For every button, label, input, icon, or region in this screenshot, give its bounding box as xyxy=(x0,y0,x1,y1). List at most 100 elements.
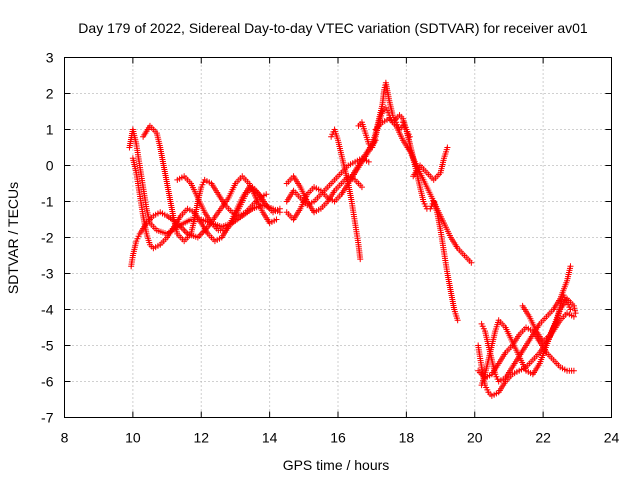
y-tick-label: -1 xyxy=(41,194,54,210)
data-point xyxy=(136,189,143,196)
data-point xyxy=(178,174,185,181)
data-point xyxy=(162,236,169,243)
data-point xyxy=(555,362,562,369)
data-point xyxy=(527,326,534,333)
data-point xyxy=(271,217,278,224)
data-point xyxy=(534,351,541,358)
data-point xyxy=(433,207,440,214)
data-point xyxy=(240,210,247,217)
data-point xyxy=(378,103,385,110)
data-point xyxy=(143,203,150,210)
data-point xyxy=(192,233,199,240)
data-point xyxy=(562,311,569,318)
data-point xyxy=(132,240,139,247)
data-point xyxy=(419,174,426,181)
data-point xyxy=(487,391,494,398)
data-point xyxy=(422,167,429,174)
data-point xyxy=(183,229,190,236)
data-point xyxy=(453,315,460,322)
data-point xyxy=(398,135,405,142)
data-point xyxy=(132,167,139,174)
data-point xyxy=(316,193,323,200)
data-point xyxy=(422,203,429,210)
data-point xyxy=(200,179,207,186)
data-point xyxy=(548,355,555,362)
data-point xyxy=(221,200,228,207)
data-point xyxy=(200,207,207,214)
data-point xyxy=(371,135,378,142)
chart-title: Day 179 of 2022, Sidereal Day-to-day VTE… xyxy=(78,20,588,36)
x-tick-label: 8 xyxy=(61,430,69,446)
data-point xyxy=(541,315,548,322)
data-point xyxy=(528,358,535,365)
data-point xyxy=(515,351,522,358)
data-point xyxy=(274,206,281,213)
data-point xyxy=(494,362,501,369)
data-point xyxy=(384,116,391,123)
series-arc-i xyxy=(328,126,364,263)
data-point xyxy=(154,242,161,249)
data-point xyxy=(210,236,217,243)
x-tick-label: 22 xyxy=(535,430,551,446)
y-tick-label: -2 xyxy=(41,230,54,246)
y-tick-label: -7 xyxy=(41,410,54,426)
data-point xyxy=(542,344,549,351)
y-tick-label: -4 xyxy=(41,302,54,318)
data-point xyxy=(234,207,241,214)
x-tick-label: 10 xyxy=(125,430,141,446)
data-point xyxy=(247,203,254,210)
x-tick-label: 20 xyxy=(467,430,483,446)
data-point xyxy=(142,221,149,228)
data-point xyxy=(231,182,238,189)
data-point xyxy=(568,312,575,319)
data-point xyxy=(160,160,167,167)
data-point xyxy=(330,189,337,196)
series-arc-n xyxy=(410,144,451,183)
y-tick-label: -5 xyxy=(41,338,54,354)
data-point xyxy=(361,153,368,160)
data-point xyxy=(525,311,532,318)
data-point xyxy=(268,207,275,214)
data-point xyxy=(535,362,542,369)
series-arc-m xyxy=(399,119,461,324)
data-point xyxy=(129,254,136,261)
data-point xyxy=(406,138,413,145)
data-point xyxy=(484,358,491,365)
data-point xyxy=(329,197,336,204)
data-point xyxy=(493,390,500,397)
data-point xyxy=(344,178,351,185)
data-point xyxy=(440,246,447,253)
data-point xyxy=(562,296,569,303)
data-point xyxy=(254,196,261,203)
data-point xyxy=(309,185,316,192)
data-point xyxy=(500,322,507,329)
data-point xyxy=(435,171,442,178)
data-point xyxy=(398,113,405,120)
data-point xyxy=(527,370,534,377)
data-point xyxy=(315,186,322,193)
plot-frame xyxy=(64,57,612,418)
data-point xyxy=(354,164,361,171)
data-point xyxy=(563,279,570,286)
data-point xyxy=(323,200,330,207)
data-point xyxy=(251,192,258,199)
x-tick-label: 18 xyxy=(399,430,415,446)
data-point xyxy=(323,193,330,200)
data-point xyxy=(351,217,358,224)
data-point xyxy=(241,193,248,200)
x-tick-label: 24 xyxy=(604,430,620,446)
data-point xyxy=(213,225,220,232)
data-point xyxy=(186,178,193,185)
data-point xyxy=(337,149,344,156)
series-arc-l xyxy=(372,115,475,266)
series-arc-e xyxy=(174,173,283,234)
x-tick-label: 16 xyxy=(330,430,346,446)
data-point xyxy=(552,319,559,326)
data-point xyxy=(219,227,226,234)
data-point xyxy=(440,157,447,164)
data-point xyxy=(152,225,159,232)
data-point xyxy=(309,207,316,214)
data-point xyxy=(385,95,392,102)
data-point xyxy=(447,286,454,293)
data-point xyxy=(323,185,330,192)
